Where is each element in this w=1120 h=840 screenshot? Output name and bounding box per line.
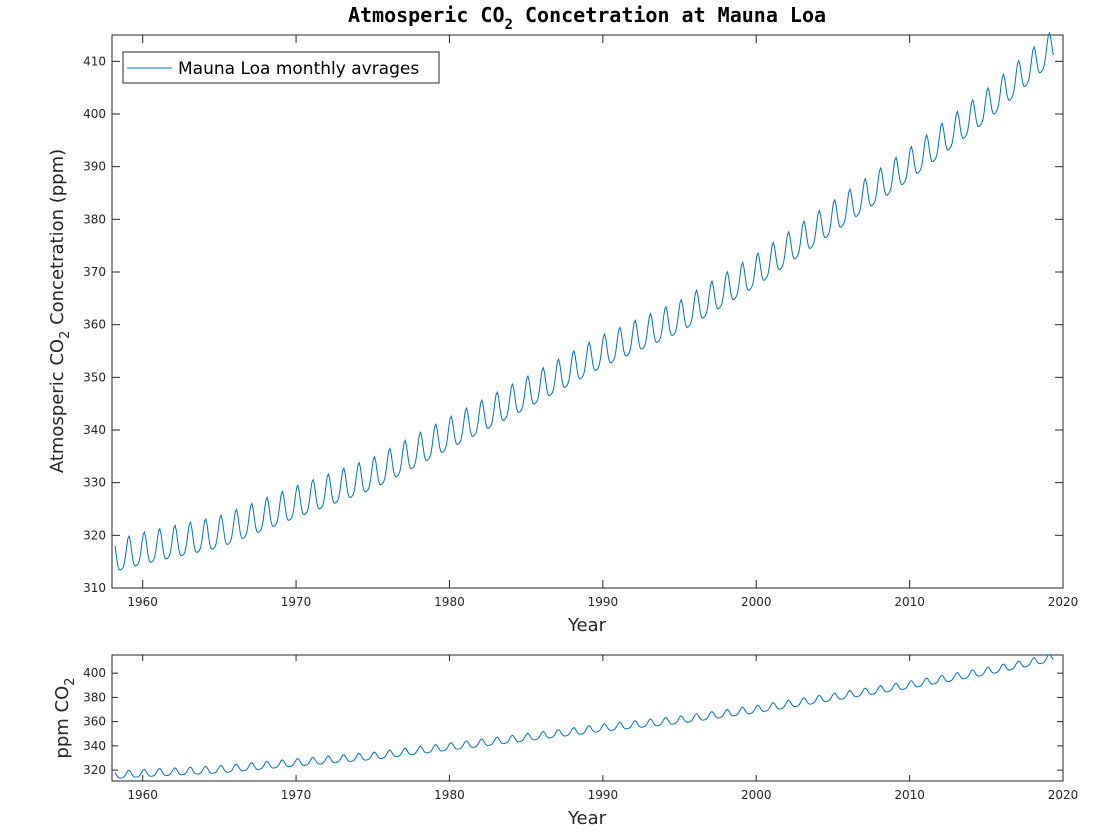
bottom-ylabel-subscript: 2 — [63, 677, 78, 685]
bottom-axes-box — [111, 654, 1064, 782]
bottom-y-tick-label: 380 — [83, 690, 106, 704]
top-y-tick-label: 370 — [83, 265, 106, 279]
legend: Mauna Loa monthly avrages — [122, 51, 440, 84]
top-axes-box — [111, 34, 1064, 589]
bottom-x-tick-label: 1960 — [127, 788, 158, 802]
bottom-x-tick-label: 2000 — [741, 788, 772, 802]
top-x-tick-label: 1960 — [127, 595, 158, 609]
top-x-axis-label: Year — [567, 615, 607, 636]
top-y-tick-label: 360 — [83, 318, 106, 332]
bottom-x-tick-label: 1990 — [588, 788, 619, 802]
bottom-y-tick-label: 400 — [83, 666, 106, 680]
top-x-tick-label: 1990 — [588, 595, 619, 609]
top-x-tick-label: 2000 — [741, 595, 772, 609]
top-y-tick-label: 320 — [83, 528, 106, 542]
bottom-x-axis-label: Year — [567, 808, 607, 829]
title-part-1: Atmosperic CO — [348, 3, 505, 27]
top-ylabel-part-2: Concetration (ppm) — [47, 149, 68, 331]
title-subscript: 2 — [505, 17, 513, 33]
top-panel: 1960 1970 1980 1990 2000 2010 2020 310 320 330 340… — [47, 31, 1078, 636]
top-y-tick-label: 390 — [83, 160, 106, 174]
top-ylabel-subscript: 2 — [58, 331, 73, 339]
top-x-tick-label: 2010 — [894, 595, 925, 609]
top-y-tick-label: 410 — [83, 54, 106, 68]
top-x-tick-label: 1970 — [281, 595, 312, 609]
bottom-x-tick-label: 2020 — [1048, 788, 1079, 802]
bottom-y-tick-label: 320 — [83, 763, 106, 777]
bottom-x-tick-label: 2010 — [894, 788, 925, 802]
top-series-line — [114, 31, 1054, 571]
legend-box — [122, 51, 440, 84]
bottom-y-axis-label: ppm CO2 — [52, 677, 78, 758]
top-ylabel-part-1: Atmosperic CO — [47, 339, 68, 473]
bottom-x-tick-label: 1980 — [434, 788, 465, 802]
bottom-ylabel-part-1: ppm CO — [52, 686, 73, 759]
top-x-tick-label: 1980 — [434, 595, 465, 609]
bottom-x-tick-label: 1970 — [281, 788, 312, 802]
top-y-tick-label: 340 — [83, 423, 106, 437]
top-y-axis-label: Atmosperic CO2 Concetration (ppm) — [47, 149, 73, 473]
legend-label: Mauna Loa monthly avrages — [178, 59, 419, 79]
top-y-tick-label: 310 — [83, 581, 106, 595]
top-y-tick-label: 400 — [83, 107, 106, 121]
bottom-series-line — [114, 653, 1054, 779]
chart-title: Atmosperic CO2 Concetration at Mauna Loa — [348, 3, 826, 33]
bottom-y-tick-label: 360 — [83, 715, 106, 729]
top-y-tick-label: 380 — [83, 212, 106, 226]
top-ticks: 1960 1970 1980 1990 2000 2010 2020 310 320 330 340… — [83, 35, 1078, 609]
bottom-y-tick-label: 340 — [83, 739, 106, 753]
top-x-tick-label: 2020 — [1048, 595, 1079, 609]
top-y-tick-label: 350 — [83, 370, 106, 384]
bottom-panel: 1960 1970 1980 1990 2000 2010 2020 320 340 360 380… — [52, 653, 1078, 829]
top-y-tick-label: 330 — [83, 476, 106, 490]
bottom-ticks: 1960 1970 1980 1990 2000 2010 2020 320 340 360 380… — [83, 655, 1078, 802]
title-part-2: Concetration at Mauna Loa — [513, 3, 826, 27]
